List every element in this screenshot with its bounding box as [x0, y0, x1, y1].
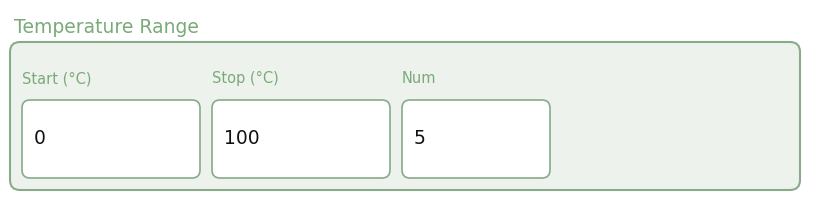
FancyBboxPatch shape — [212, 100, 390, 178]
FancyBboxPatch shape — [10, 42, 800, 190]
Text: 0: 0 — [34, 129, 46, 148]
Text: Start (°C): Start (°C) — [22, 71, 91, 86]
Text: Num: Num — [402, 71, 436, 86]
FancyBboxPatch shape — [22, 100, 200, 178]
Text: Stop (°C): Stop (°C) — [212, 71, 278, 86]
FancyBboxPatch shape — [402, 100, 550, 178]
Text: 100: 100 — [224, 129, 260, 148]
Text: 5: 5 — [414, 129, 426, 148]
Text: Temperature Range: Temperature Range — [14, 18, 199, 37]
